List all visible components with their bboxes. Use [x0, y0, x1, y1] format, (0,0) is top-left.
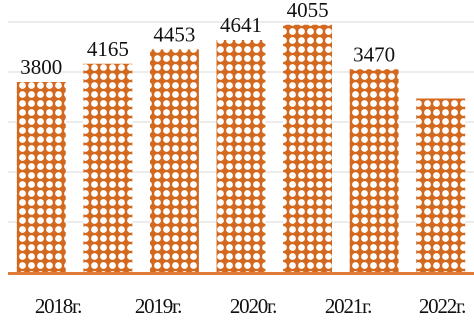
x-tick-label: 2022г. — [419, 294, 465, 318]
data-label: 3800 — [20, 55, 62, 79]
x-tick-label: 2021г. — [325, 294, 371, 318]
x-tick-label: 2019г. — [135, 294, 181, 318]
data-label: 4641 — [220, 13, 262, 37]
x-tick-label: 2020г. — [230, 294, 276, 318]
bar — [416, 98, 466, 272]
bar — [149, 49, 199, 272]
x-tick-label: 2018г. — [35, 294, 81, 318]
data-label: 3470 — [353, 42, 395, 66]
bar — [283, 24, 333, 272]
data-label: 4165 — [87, 37, 129, 61]
data-labels: 3800 4165 4453 4641 4055 3470 — [20, 0, 395, 79]
data-label: 4453 — [153, 22, 195, 46]
data-label: 4055 — [287, 0, 329, 22]
bar — [83, 63, 133, 272]
x-tick-labels: 2018г. 2019г. 2020г. 2021г. 2022г. — [35, 294, 466, 318]
bar — [216, 39, 266, 273]
bar — [16, 82, 66, 272]
bars — [16, 24, 466, 273]
bar — [349, 69, 399, 272]
